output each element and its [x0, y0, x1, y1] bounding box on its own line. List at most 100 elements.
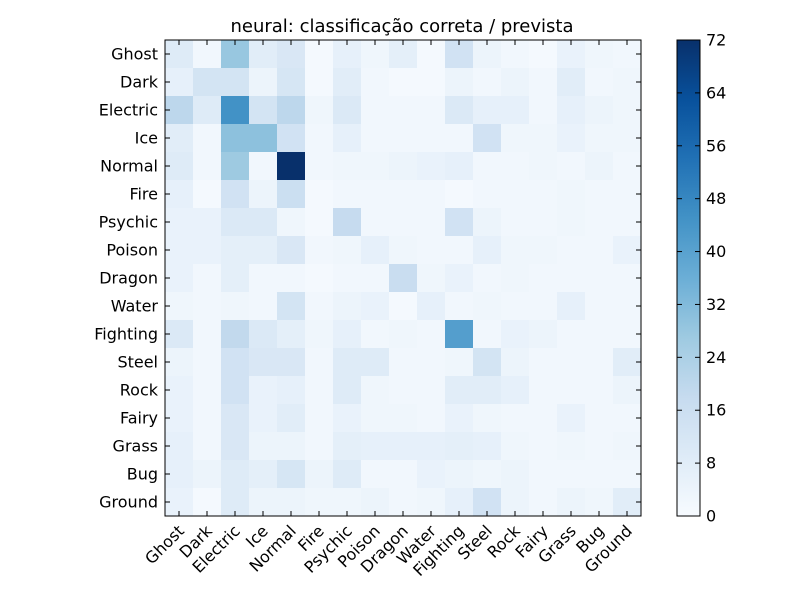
x-tick-labels: GhostDarkElectricIceNormalFirePsychicPoi…: [141, 521, 636, 580]
heatmap-cell: [445, 460, 474, 489]
heatmap-cell: [501, 404, 530, 433]
heatmap-cell: [361, 152, 390, 181]
heatmap-cells: [165, 40, 642, 517]
heatmap-cell: [333, 404, 362, 433]
heatmap-cell: [221, 264, 250, 293]
heatmap-cell: [585, 348, 614, 377]
heatmap-cell: [445, 320, 474, 349]
heatmap-cell: [473, 68, 502, 97]
heatmap-cell: [529, 124, 558, 153]
heatmap-cell: [501, 376, 530, 405]
heatmap-cell: [333, 96, 362, 125]
heatmap-cell: [361, 180, 390, 209]
heatmap-cell: [585, 292, 614, 321]
heatmap-cell: [417, 404, 446, 433]
heatmap-cell: [585, 124, 614, 153]
colorbar-tick-label: 8: [706, 454, 716, 473]
heatmap-cell: [417, 320, 446, 349]
heatmap-cell: [417, 180, 446, 209]
heatmap-cell: [305, 320, 334, 349]
colorbar-tick-label: 56: [706, 136, 726, 155]
heatmap-cell: [389, 460, 418, 489]
heatmap-cell: [445, 152, 474, 181]
heatmap-cell: [193, 236, 222, 265]
heatmap-cell: [193, 264, 222, 293]
heatmap-cell: [585, 376, 614, 405]
y-tick-label: Rock: [120, 381, 159, 400]
heatmap-cell: [445, 180, 474, 209]
heatmap-cell: [277, 432, 306, 461]
heatmap-cell: [249, 236, 278, 265]
heatmap-cell: [305, 208, 334, 237]
heatmap-cell: [333, 68, 362, 97]
heatmap-cell: [333, 152, 362, 181]
heatmap-cell: [417, 96, 446, 125]
heatmap-cell: [193, 432, 222, 461]
heatmap-cell: [305, 376, 334, 405]
heatmap-cell: [473, 96, 502, 125]
heatmap-cell: [361, 124, 390, 153]
heatmap-cell: [277, 320, 306, 349]
heatmap-cell: [557, 376, 586, 405]
heatmap-cell: [501, 432, 530, 461]
heatmap-cell: [389, 432, 418, 461]
heatmap-cell: [557, 96, 586, 125]
heatmap-cell: [585, 68, 614, 97]
heatmap-cell: [221, 208, 250, 237]
y-tick-label: Electric: [99, 101, 158, 120]
heatmap-cell: [249, 68, 278, 97]
y-tick-label: Ice: [135, 129, 158, 148]
heatmap-cell: [501, 236, 530, 265]
heatmap-cell: [193, 320, 222, 349]
heatmap-cell: [529, 460, 558, 489]
heatmap-cell: [305, 96, 334, 125]
heatmap-cell: [333, 432, 362, 461]
heatmap-cell: [417, 348, 446, 377]
heatmap-cell: [361, 292, 390, 321]
colorbar-tick-label: 0: [706, 507, 716, 526]
heatmap-cell: [361, 460, 390, 489]
heatmap-cell: [557, 348, 586, 377]
colorbar-tick-label: 48: [706, 189, 726, 208]
heatmap-cell: [193, 96, 222, 125]
heatmap-cell: [417, 68, 446, 97]
heatmap-cell: [557, 180, 586, 209]
heatmap-cell: [389, 376, 418, 405]
heatmap-cell: [249, 404, 278, 433]
heatmap-cell: [529, 96, 558, 125]
heatmap-cell: [389, 180, 418, 209]
heatmap-cell: [389, 208, 418, 237]
heatmap-cell: [277, 96, 306, 125]
colorbar-tick-label: 72: [706, 31, 726, 50]
colorbar-tick-label: 40: [706, 242, 726, 261]
heatmap-cell: [473, 152, 502, 181]
heatmap-cell: [249, 348, 278, 377]
heatmap-cell: [473, 292, 502, 321]
heatmap-cell: [249, 208, 278, 237]
heatmap-cell: [445, 124, 474, 153]
heatmap-cell: [221, 68, 250, 97]
heatmap-cell: [585, 320, 614, 349]
heatmap-cell: [529, 152, 558, 181]
heatmap-cell: [305, 432, 334, 461]
heatmap-cell: [473, 432, 502, 461]
heatmap-cell: [249, 432, 278, 461]
heatmap-cell: [417, 460, 446, 489]
heatmap-cell: [305, 292, 334, 321]
heatmap-cell: [445, 208, 474, 237]
heatmap-cell: [333, 292, 362, 321]
heatmap-cell: [333, 460, 362, 489]
heatmap-cell: [221, 432, 250, 461]
heatmap-cell: [361, 376, 390, 405]
heatmap-cell: [529, 404, 558, 433]
heatmap-cell: [389, 124, 418, 153]
heatmap-cell: [333, 236, 362, 265]
heatmap-cell: [305, 264, 334, 293]
heatmap-cell: [445, 292, 474, 321]
colorbar-tick-labels: 0 8 16 24 32 40 48 56 64 72: [677, 31, 726, 526]
heatmap-cell: [305, 236, 334, 265]
heatmap-cell: [529, 432, 558, 461]
colorbar-tick-label: 24: [706, 348, 726, 367]
heatmap-cell: [445, 236, 474, 265]
